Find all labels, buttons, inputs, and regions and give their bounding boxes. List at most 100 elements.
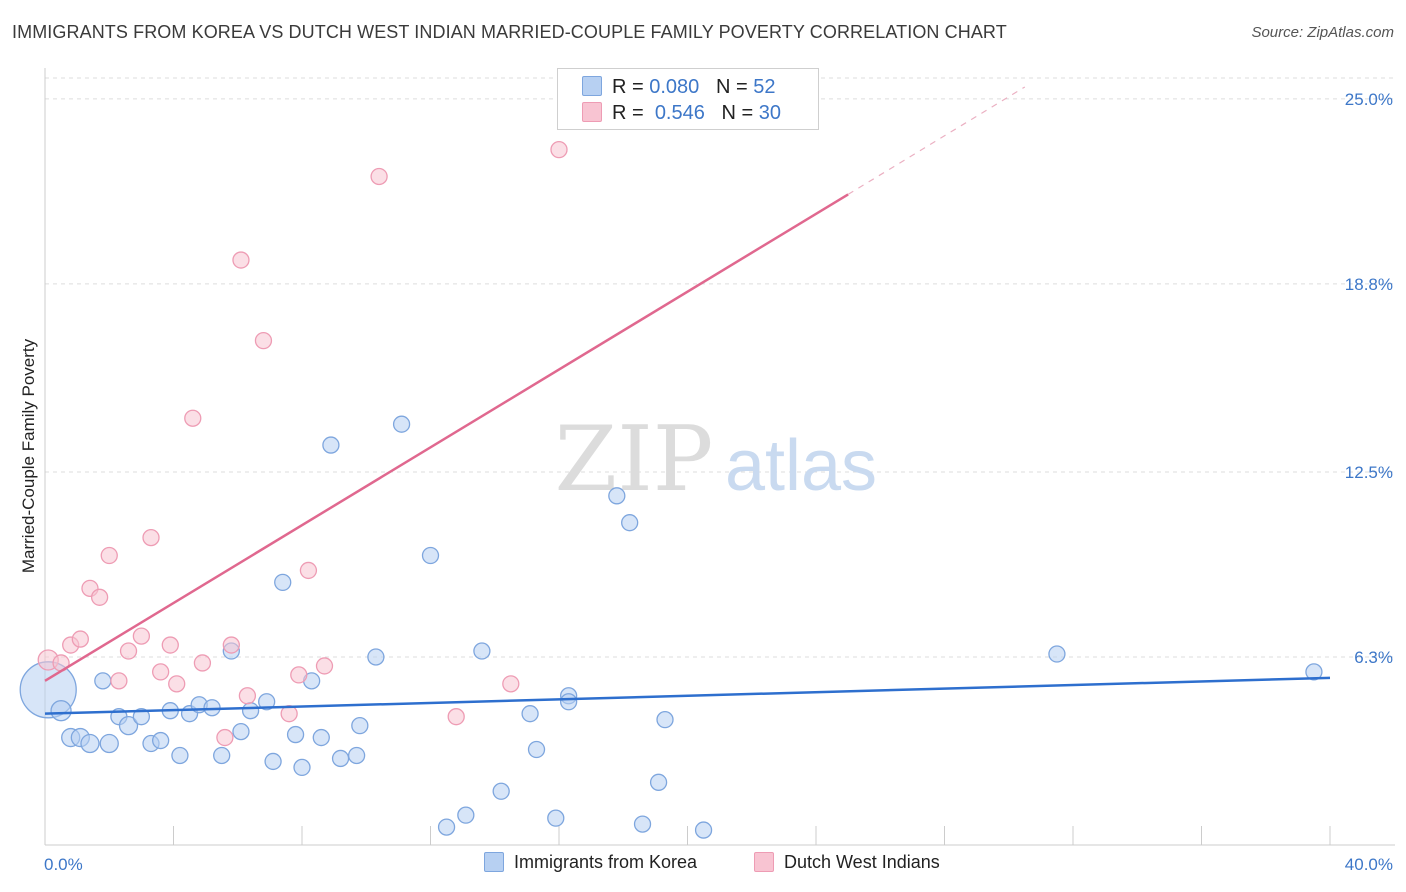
dutch-west-indian-point — [238, 687, 257, 705]
y-tick-label: 12.5% — [1345, 463, 1393, 482]
series-swatch-dutch — [754, 852, 774, 872]
watermark-zip: ZIP — [555, 407, 714, 512]
dutch-trend-extension — [847, 86, 1026, 195]
dutch-west-indian-point — [90, 588, 109, 606]
korea-point — [241, 702, 260, 720]
korea-point — [521, 705, 539, 723]
series-legend-dutch[interactable]: Dutch West Indians — [754, 852, 940, 873]
series-label-korea: Immigrants from Korea — [514, 852, 698, 872]
dutch-west-indian-point — [193, 654, 212, 672]
korea-point — [457, 806, 475, 824]
series-label-dutch: Dutch West Indians — [784, 852, 940, 872]
series-legend: Immigrants from Korea Dutch West Indians — [0, 852, 1406, 878]
korea-point — [171, 746, 189, 765]
dutch-west-indian-point — [132, 627, 151, 645]
korea-point — [151, 731, 170, 750]
korea-point — [351, 716, 369, 735]
korea-point — [694, 821, 713, 839]
dutch-west-indian-point — [110, 672, 128, 690]
korea-trend-line — [44, 676, 1331, 715]
korea-point — [1305, 663, 1323, 681]
legend-row-korea: R = 0.080 N = 52 — [582, 76, 775, 102]
korea-point — [608, 487, 626, 505]
dutch-west-indian-point — [161, 636, 179, 654]
dutch-west-indian-point — [100, 546, 118, 565]
korea-point — [99, 733, 119, 754]
korea-point — [547, 809, 565, 827]
korea-point — [322, 436, 340, 454]
dutch-west-indian-point — [447, 708, 465, 726]
dutch-west-indian-point — [119, 642, 138, 660]
korea-point — [392, 415, 411, 433]
korea-point — [559, 693, 578, 711]
legend-r-label-dutch: R = — [612, 102, 644, 124]
grid-layer — [45, 77, 1395, 658]
dutch-west-indian-point — [222, 636, 240, 654]
dutch-west-indian-point — [502, 675, 520, 693]
korea-point — [633, 815, 652, 833]
korea-point — [293, 758, 311, 777]
korea-point — [331, 749, 350, 768]
korea-point — [421, 546, 440, 565]
korea-point — [50, 700, 72, 722]
watermark-atlas: atlas — [725, 426, 877, 506]
korea-point — [274, 573, 292, 592]
y-tick-label: 18.8% — [1345, 275, 1393, 294]
korea-point — [656, 711, 674, 729]
korea-point — [80, 733, 100, 754]
dutch-west-indian-point — [232, 251, 250, 269]
legend-r-value-dutch: 0.546 — [654, 102, 705, 124]
y-tick-label: 6.3% — [1354, 648, 1393, 667]
x-tick-label-min: 0.0% — [44, 855, 83, 874]
dutch-west-indian-point — [168, 675, 186, 693]
axis-layer — [44, 68, 1395, 846]
dutch-west-indian-point — [254, 331, 273, 350]
dutch-trend-line — [44, 193, 849, 682]
legend-n-label-korea: N = — [715, 76, 748, 98]
trend-lines — [44, 86, 1331, 715]
korea-point — [232, 722, 250, 741]
korea-point — [621, 514, 639, 532]
stats-legend: R = 0.080 N = 52 R = 0.546 N = 30 — [557, 68, 819, 130]
dutch-west-indian-point — [216, 728, 234, 747]
korea-point — [367, 648, 385, 666]
korea-point — [118, 715, 139, 736]
dutch-west-indian-point — [550, 140, 568, 159]
dutch-west-indian-points — [37, 84, 754, 747]
korea-point — [258, 693, 276, 711]
legend-n-label-dutch: N = — [721, 102, 754, 124]
dutch-west-indian-point — [370, 167, 388, 186]
source-label: Source: ZipAtlas.com — [1251, 24, 1394, 41]
chart-title: IMMIGRANTS FROM KOREA VS DUTCH WEST INDI… — [12, 22, 1007, 42]
y-axis-label: Married-Couple Family Poverty — [19, 338, 38, 573]
korea-point — [264, 752, 282, 771]
legend-row-dutch: R = 0.546 N = 30 — [582, 102, 781, 128]
korea-point — [527, 740, 546, 759]
x-tick-label-max: 40.0% — [1345, 855, 1393, 874]
korea-point — [492, 782, 510, 800]
series-swatch-korea — [484, 852, 504, 872]
legend-swatch-korea — [582, 76, 602, 96]
legend-swatch-dutch — [582, 102, 602, 122]
dutch-west-indian-point — [315, 657, 334, 675]
korea-point — [649, 773, 668, 791]
series-legend-korea[interactable]: Immigrants from Korea — [484, 852, 697, 873]
watermark: ZIP atlas — [555, 407, 877, 512]
korea-point — [94, 672, 112, 690]
korea-point — [1048, 645, 1066, 663]
dutch-west-indian-point — [184, 409, 202, 427]
y-tick-label: 25.0% — [1345, 90, 1393, 109]
korea-point — [312, 728, 330, 747]
dutch-west-indian-point — [142, 528, 160, 547]
legend-r-value-korea: 0.080 — [649, 76, 700, 98]
dutch-west-indian-point — [299, 561, 318, 580]
korea-point — [213, 746, 231, 765]
korea-point — [347, 746, 366, 765]
korea-point — [286, 725, 305, 744]
legend-r-label-korea: R = — [612, 76, 644, 98]
korea-point — [132, 708, 151, 726]
korea-point — [437, 818, 456, 836]
legend-n-value-korea: 52 — [753, 76, 776, 98]
tick-labels: 6.3% 12.5% 18.8% 25.0% 0.0% 40.0% — [44, 90, 1393, 874]
